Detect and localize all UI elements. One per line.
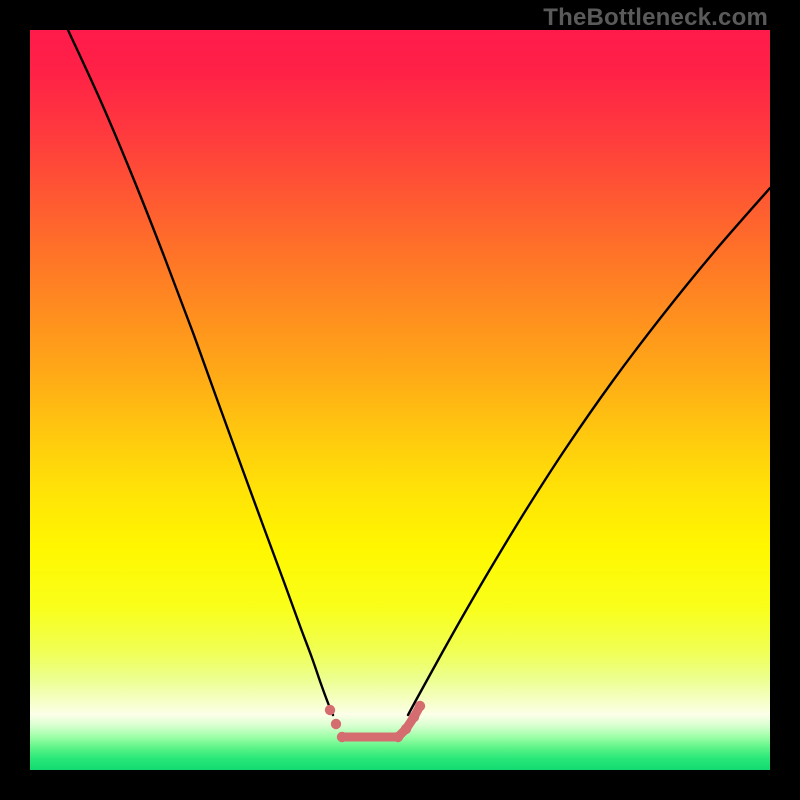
plot-area: [30, 30, 770, 770]
flat-zone-marker: [415, 701, 425, 711]
flat-zone-marker: [409, 712, 419, 722]
chart-frame: TheBottleneck.com: [0, 0, 800, 800]
curve-left-arm: [68, 30, 333, 715]
flat-zone-marker: [337, 732, 347, 742]
watermark-label: TheBottleneck.com: [543, 4, 768, 32]
curve-layer: [30, 30, 770, 770]
flat-zone-marker: [401, 724, 411, 734]
flat-zone-marker: [331, 719, 341, 729]
flat-zone: [325, 701, 425, 742]
curve-right-arm: [408, 188, 770, 715]
flat-zone-marker: [325, 705, 335, 715]
